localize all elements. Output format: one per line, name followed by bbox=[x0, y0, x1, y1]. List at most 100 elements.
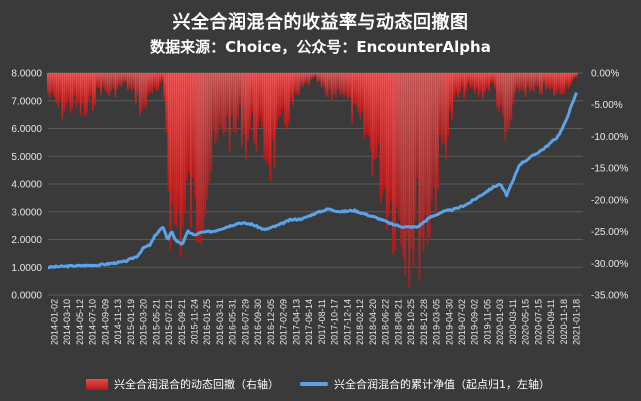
x-tick-label: 2018-06-22 bbox=[381, 299, 391, 345]
drawdown-bar bbox=[541, 73, 543, 95]
drawdown-bar bbox=[285, 73, 288, 130]
drawdown-bar bbox=[479, 73, 482, 92]
x-tick-label: 2018-12-28 bbox=[419, 299, 429, 345]
drawdown-bar bbox=[371, 73, 374, 177]
drawdown-bar bbox=[365, 73, 368, 135]
drawdown-bar bbox=[87, 73, 90, 103]
drawdown-bar bbox=[179, 73, 182, 257]
drawdown-bar bbox=[534, 73, 537, 87]
drawdown-bar bbox=[61, 73, 64, 121]
drawdown-bar bbox=[432, 73, 435, 188]
drawdown-bar bbox=[538, 73, 541, 95]
drawdown-bar bbox=[422, 73, 425, 252]
y-left-tick-label: 6.0000 bbox=[11, 124, 42, 135]
drawdown-bar bbox=[228, 73, 231, 153]
x-tick-label: 2016-05-31 bbox=[228, 299, 238, 345]
drawdown-bar bbox=[257, 73, 260, 128]
drawdown-bar bbox=[436, 73, 439, 190]
drawdown-bar bbox=[379, 73, 382, 204]
drawdown-bar bbox=[65, 73, 68, 107]
drawdown-bar bbox=[389, 73, 392, 202]
drawdown-bar bbox=[367, 73, 370, 137]
drawdown-bar bbox=[120, 73, 123, 87]
drawdown-bar bbox=[98, 73, 100, 89]
legend-item-nav: 兴全合润混合的累计净值（起点归1，左轴） bbox=[300, 376, 550, 392]
legend-swatch-line bbox=[300, 382, 328, 386]
y-right-tick-label: -25.00% bbox=[591, 227, 628, 238]
drawdown-bar bbox=[173, 73, 176, 225]
drawdown-bar bbox=[108, 73, 111, 97]
drawdown-bar bbox=[126, 73, 129, 91]
drawdown-bar bbox=[449, 73, 451, 112]
drawdown-bar bbox=[81, 73, 84, 104]
drawdown-bar bbox=[447, 73, 449, 138]
drawdown-bar bbox=[490, 73, 492, 84]
drawdown-bar bbox=[561, 73, 564, 96]
drawdown-bar bbox=[316, 73, 319, 83]
drawdown-bar bbox=[238, 73, 241, 106]
drawdown-bar bbox=[369, 73, 372, 151]
x-tick-label: 2017-12-14 bbox=[342, 299, 352, 345]
drawdown-bar bbox=[273, 73, 276, 168]
drawdown-bar bbox=[214, 73, 217, 144]
drawdown-bar bbox=[298, 73, 300, 96]
drawdown-bar bbox=[455, 73, 458, 94]
y-right-tick-label: -35.00% bbox=[591, 291, 628, 302]
drawdown-bar bbox=[161, 73, 164, 81]
drawdown-bar bbox=[85, 73, 88, 115]
drawdown-bar bbox=[163, 73, 166, 102]
drawdown-bar bbox=[394, 73, 396, 252]
drawdown-bar bbox=[522, 73, 525, 92]
drawdown-bar bbox=[351, 73, 354, 124]
drawdown-bar bbox=[71, 73, 74, 110]
drawdown-bar bbox=[524, 73, 527, 98]
x-tick-label: 2016-09-30 bbox=[253, 299, 263, 345]
drawdown-bar bbox=[357, 73, 360, 113]
drawdown-bar bbox=[506, 73, 509, 132]
drawdown-bar bbox=[143, 73, 145, 107]
drawdown-bar bbox=[102, 73, 105, 87]
y-left-tick-label: 4.0000 bbox=[11, 180, 42, 191]
drawdown-bar bbox=[271, 73, 274, 140]
drawdown-bar bbox=[204, 73, 207, 218]
x-tick-label: 2014-01-02 bbox=[49, 299, 59, 345]
drawdown-bar bbox=[306, 73, 309, 84]
x-tick-label: 2016-07-29 bbox=[240, 299, 250, 345]
x-tick-label: 2016-03-31 bbox=[215, 299, 225, 345]
drawdown-bar bbox=[469, 73, 472, 89]
y-left-tick-label: 2.0000 bbox=[11, 235, 42, 246]
drawdown-bar bbox=[494, 73, 496, 89]
drawdown-bar bbox=[53, 73, 56, 98]
drawdown-bar bbox=[83, 73, 86, 117]
drawdown-bar bbox=[528, 73, 531, 93]
drawdown-bar bbox=[304, 73, 307, 85]
drawdown-bar bbox=[92, 73, 94, 111]
drawdown-bar bbox=[253, 73, 256, 143]
drawdown-bar bbox=[243, 73, 245, 135]
drawdown-bar bbox=[567, 73, 570, 90]
x-tick-label: 2014-03-10 bbox=[62, 299, 72, 345]
drawdown-bar bbox=[224, 73, 227, 132]
drawdown-bar bbox=[302, 73, 305, 88]
drawdown-bar bbox=[181, 73, 184, 228]
drawdown-bar bbox=[128, 73, 131, 89]
y-right-tick-label: -15.00% bbox=[591, 164, 628, 175]
y-right-tick-label: -20.00% bbox=[591, 195, 628, 206]
x-tick-label: 2019-11-05 bbox=[482, 299, 492, 344]
drawdown-bar bbox=[124, 73, 127, 83]
drawdown-bar bbox=[500, 73, 503, 107]
drawdown-bar bbox=[408, 73, 411, 289]
drawdown-bar bbox=[196, 73, 198, 243]
drawdown-bar bbox=[347, 73, 349, 102]
drawdown-bar bbox=[530, 73, 533, 91]
drawdown-bar bbox=[463, 73, 466, 99]
x-tick-label: 2017-08-11 bbox=[317, 299, 327, 344]
drawdown-bar bbox=[234, 73, 237, 134]
x-tick-label: 2019-07-02 bbox=[457, 299, 467, 345]
drawdown-bar bbox=[275, 73, 278, 129]
drawdown-bar bbox=[320, 73, 323, 88]
drawdown-bar bbox=[265, 73, 268, 163]
drawdown-bar bbox=[77, 73, 80, 103]
drawdown-bar bbox=[153, 73, 156, 88]
drawdown-bar bbox=[151, 73, 153, 93]
